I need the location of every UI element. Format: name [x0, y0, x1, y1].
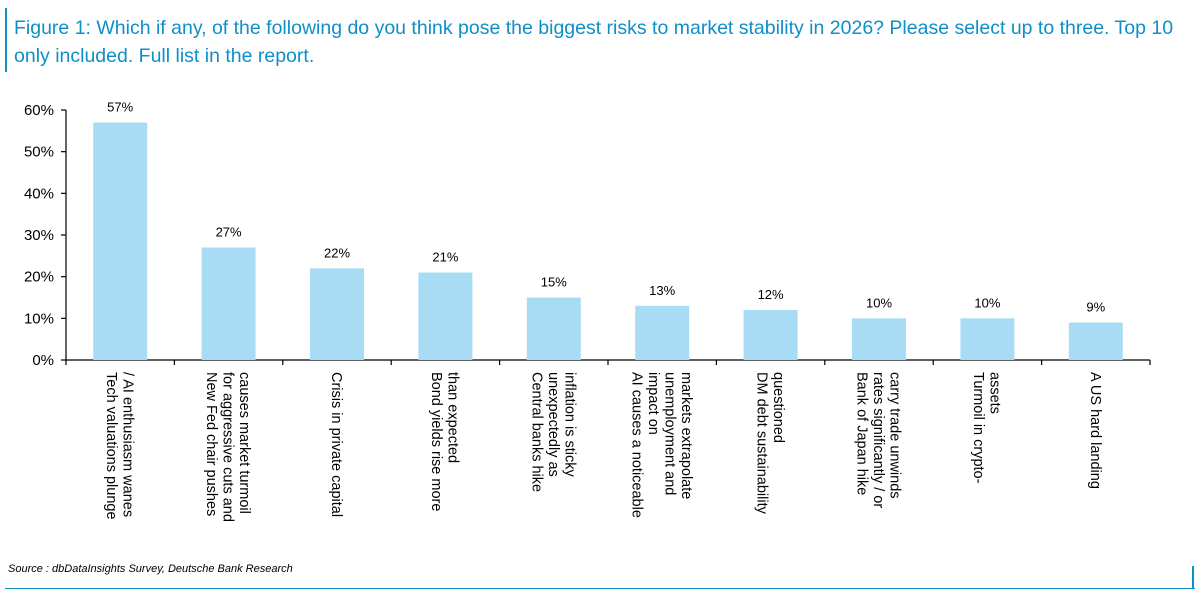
category-label: Turmoil in crypto-assets [970, 372, 1003, 484]
chart-title: Figure 1: Which if any, of the following… [14, 17, 1174, 67]
y-tick-label: 10% [24, 310, 54, 327]
data-label: 15% [541, 275, 567, 290]
data-label: 22% [324, 245, 350, 260]
bar [526, 297, 581, 360]
bottom-right-tick [1192, 566, 1194, 589]
y-tick-label: 20% [24, 269, 54, 286]
category-label: New Fed chair pushes for aggressive cuts … [203, 372, 252, 522]
data-label: 12% [758, 287, 784, 302]
bar [743, 310, 798, 360]
category-label: AI causes a noticeable impact on unemploym… [628, 372, 694, 518]
category-label: Bank of Japan hike rates significantly / … [854, 372, 903, 508]
bar [1068, 322, 1123, 360]
category-label-line: AI causes a noticeable [628, 372, 644, 518]
category-label-line: causes market turmoil [236, 372, 252, 514]
y-tick-label: 40% [24, 185, 54, 202]
category-label-line: Bank of Japan hike [854, 372, 870, 495]
category-label-line: A US hard landing [1087, 372, 1103, 489]
category-label-line: carry trade unwinds [887, 372, 903, 499]
category-label-line: / AI enthusiasm wanes [119, 372, 135, 517]
y-tick-label: 60% [24, 102, 54, 119]
bar [310, 268, 364, 360]
y-tick-label: 50% [24, 144, 54, 161]
category-label-line: DM debt sustainability [753, 372, 769, 515]
category-label-line: impact on [645, 372, 661, 435]
source-note: Source : dbDataInsights Survey, Deutsche… [8, 563, 293, 575]
category-label: Crisis in private capital [328, 372, 344, 517]
data-label: 21% [432, 250, 458, 265]
category-label-line: assets [987, 372, 1003, 414]
data-label: 13% [649, 283, 675, 298]
data-label: 10% [866, 295, 892, 310]
data-label: 10% [974, 295, 1000, 310]
category-label: Tech valuations plunge / AI enthusiasm wa… [103, 372, 136, 520]
category-label-line: inflation is sticky [561, 372, 577, 478]
category-label-line: Crisis in private capital [328, 372, 344, 517]
data-label: 27% [216, 225, 242, 240]
bottom-rule [5, 588, 1195, 589]
bar [960, 318, 1015, 360]
category-label-line: questioned [770, 372, 786, 443]
category-label-line: New Fed chair pushes [203, 372, 219, 516]
category-label-line: Turmoil in crypto- [970, 372, 986, 484]
bar [418, 272, 473, 360]
category-label-line: Tech valuations plunge [103, 372, 119, 520]
bar [93, 122, 148, 360]
y-tick-label: 0% [32, 352, 54, 369]
category-label-line: Central banks hike [528, 372, 544, 492]
category-label-line: than expected [445, 372, 461, 463]
category-label: A US hard landing [1087, 372, 1103, 489]
data-label: 57% [107, 100, 133, 115]
y-tick-label: 30% [24, 227, 54, 244]
category-label: Bond yields rise more than expected [428, 372, 461, 511]
category-label: Central banks hike unexpectedly as inflati… [528, 372, 577, 492]
data-label: 9% [1086, 300, 1105, 315]
category-label-line: unemployment and [661, 372, 677, 495]
title-frame-left [5, 8, 7, 72]
category-label-line: for aggressive cuts and [220, 372, 236, 522]
category-label-line: Bond yields rise more [428, 372, 444, 511]
bar [852, 318, 906, 360]
category-label-line: rates significantly / or [870, 372, 886, 508]
category-label: DM debt sustainability questioned [753, 372, 786, 515]
category-label-line: markets extrapolate [678, 372, 694, 499]
category-label-line: unexpectedly as [545, 372, 561, 477]
bar [201, 247, 256, 360]
bar [635, 305, 690, 360]
